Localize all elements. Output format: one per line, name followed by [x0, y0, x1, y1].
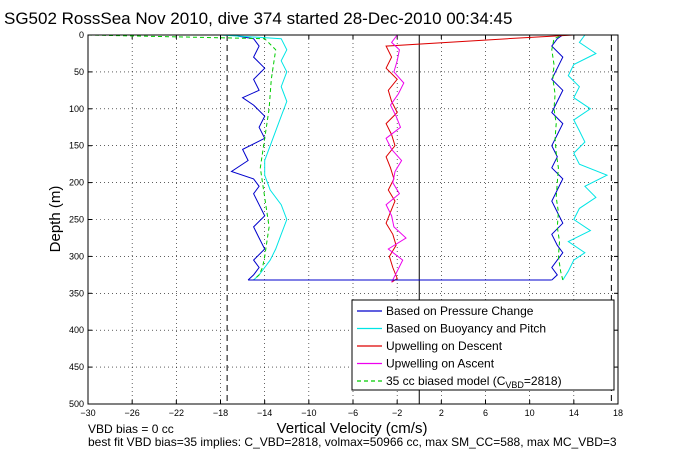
- y-tick-label: 350: [69, 288, 84, 298]
- y-tick-label: 200: [69, 178, 84, 188]
- x-tick-label: 14: [569, 408, 579, 418]
- x-tick-label: −18: [213, 408, 228, 418]
- x-tick-label: 10: [525, 408, 535, 418]
- legend-label: Upwelling on Descent: [386, 339, 503, 353]
- x-axis-label: Vertical Velocity (cm/s): [277, 420, 428, 437]
- chart-title: SG502 RossSea Nov 2010, dive 374 started…: [4, 9, 512, 28]
- series-line-4-ascent: [385, 34, 407, 283]
- x-tick-label: −10: [301, 408, 316, 418]
- x-tick-label: 18: [613, 408, 623, 418]
- series-line-2-descent: [220, 34, 288, 281]
- series-line-5-ascent: [551, 34, 564, 281]
- y-tick-label: 150: [69, 141, 84, 151]
- footer-line-2: best fit VBD bias=35 implies: C_VBD=2818…: [88, 435, 617, 449]
- footer-line-1: VBD bias = 0 cc: [88, 422, 174, 436]
- y-tick-label: 500: [69, 399, 84, 409]
- x-tick-label: −22: [169, 408, 184, 418]
- y-tick-label: 100: [69, 104, 84, 114]
- y-tick-label: 250: [69, 215, 84, 225]
- series-line-3-descent: [385, 34, 574, 283]
- legend-label: Upwelling on Ascent: [386, 357, 495, 371]
- x-tick-label: 2: [439, 408, 444, 418]
- x-tick-label: −26: [125, 408, 140, 418]
- y-tick-label: 400: [69, 325, 84, 335]
- series-line-2-ascent: [562, 34, 609, 281]
- legend-label: Based on Buoyancy and Pitch: [386, 322, 546, 336]
- series-line-1-ascent: [551, 34, 564, 281]
- legend-box: [351, 299, 615, 391]
- y-tick-label: 300: [69, 251, 84, 261]
- y-tick-label: 50: [74, 67, 84, 77]
- y-tick-label: 450: [69, 362, 84, 372]
- x-tick-label: −2: [392, 408, 402, 418]
- y-axis-label: Depth (m): [47, 186, 64, 253]
- legend: Based on Pressure Change Based on Buoyanc…: [351, 299, 615, 391]
- legend-label: 35 cc biased model (CVBD=2818): [386, 374, 562, 390]
- x-tick-label: −6: [348, 408, 358, 418]
- series-line-5-descent: [87, 34, 277, 281]
- axes-box: [87, 34, 619, 405]
- x-tick-label: −30: [80, 408, 95, 418]
- series-line-1-descent: [230, 34, 266, 281]
- x-tick-label: −14: [257, 408, 272, 418]
- legend-label: Based on Pressure Change: [386, 304, 534, 318]
- x-tick-label: 6: [483, 408, 488, 418]
- y-tick-label: 0: [79, 30, 84, 40]
